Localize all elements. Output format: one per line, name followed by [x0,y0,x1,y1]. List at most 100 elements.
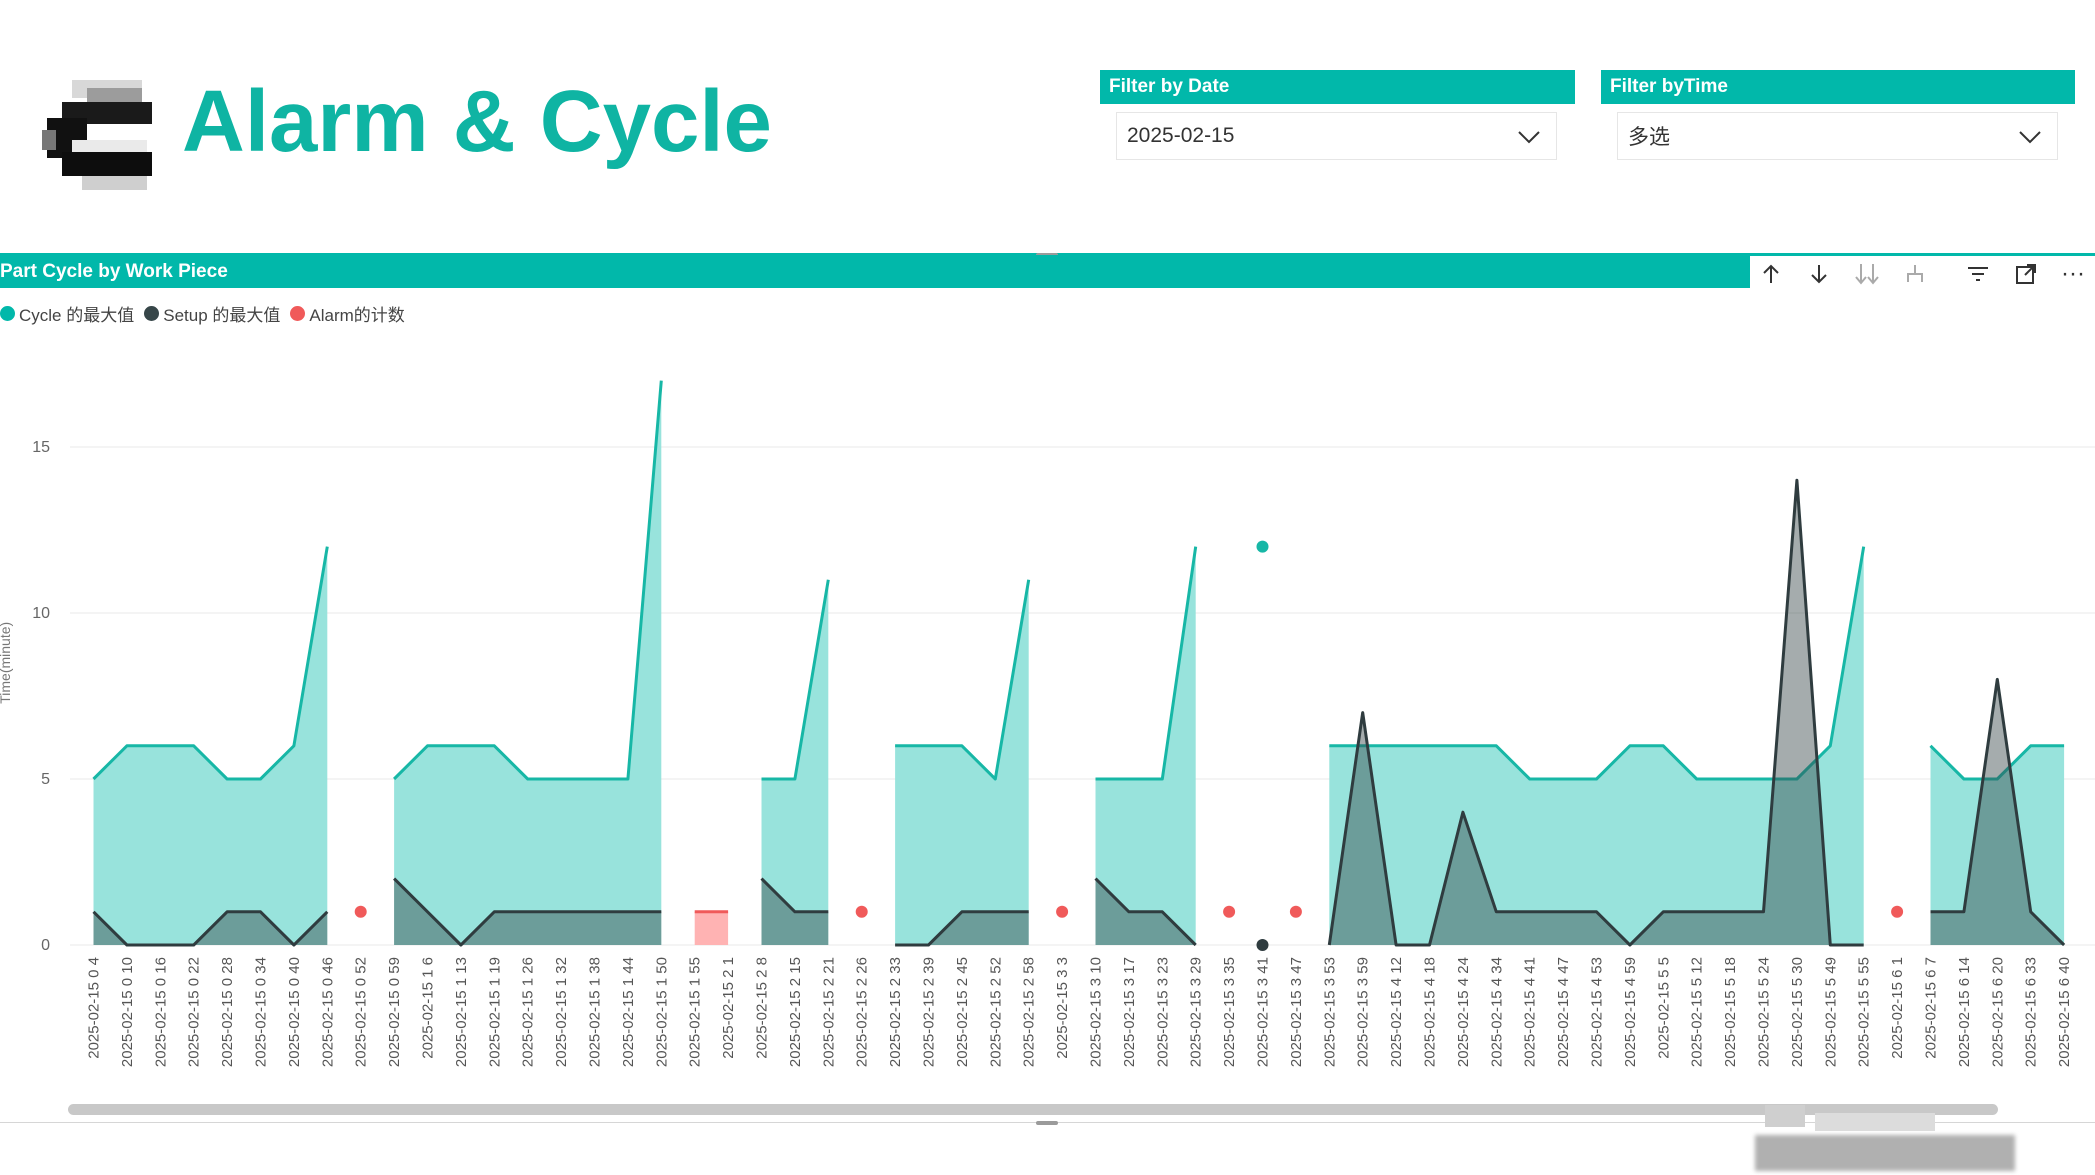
y-axis-title: Time(minute) [0,622,13,704]
blurred-watermark [1755,1105,2025,1173]
more-options-icon[interactable]: ··· [2054,258,2092,290]
alarm-point [1289,905,1302,918]
legend-dot-icon [290,306,306,321]
company-logo [42,80,152,195]
x-tick-label: 2025-02-15 2 33 [887,957,904,1067]
x-tick-label: 2025-02-15 4 12 [1388,957,1405,1067]
x-tick-label: 2025-02-15 2 1 [720,957,737,1059]
x-tick-label: 2025-02-15 6 33 [2023,957,2040,1067]
cycle-area [1095,546,1196,945]
series-alarm [354,905,1904,945]
alarm-point [354,905,367,918]
x-tick-label: 2025-02-15 3 23 [1154,957,1171,1067]
x-tick-label: 2025-02-15 1 32 [553,957,570,1067]
alarm-area [694,911,729,945]
y-tick-label: 5 [41,771,50,788]
x-tick-label: 2025-02-15 3 10 [1088,957,1105,1067]
drill-hierarchy-icon[interactable] [1895,258,1935,290]
chevron-down-icon [2019,131,2041,144]
x-tick-label: 2025-02-15 0 40 [286,957,303,1067]
x-tick-label: 2025-02-15 6 1 [1889,957,1906,1059]
x-tick-label: 2025-02-15 4 47 [1555,957,1572,1067]
x-tick-label: 2025-02-15 1 26 [520,957,537,1067]
x-tick-label: 2025-02-15 5 30 [1789,957,1806,1067]
legend-dot-icon [0,306,15,321]
setup-line [895,910,1029,947]
setup-line [92,910,329,947]
x-tick-label: 2025-02-15 5 18 [1722,957,1739,1067]
x-tick-label: 2025-02-15 5 5 [1655,957,1672,1059]
focus-mode-icon[interactable] [2006,258,2046,290]
filter-date-value: 2025-02-15 [1127,124,1235,147]
x-tick-label: 2025-02-15 1 44 [620,957,637,1067]
x-tick-label: 2025-02-15 3 3 [1054,957,1071,1059]
x-tick-label: 2025-02-15 1 38 [587,957,604,1067]
setup-area [1930,679,2065,945]
y-axis-ticks: 0 5 10 15 [32,439,50,954]
cycle-line [92,546,329,781]
expand-all-down-icon[interactable] [1847,258,1887,290]
resize-handle-bottom[interactable] [1036,1121,1058,1125]
setup-line [1094,877,1197,947]
series-setup [92,478,2066,951]
legend-item-cycle[interactable]: Cycle 的最大值 [0,301,134,326]
cycle-line [1929,744,2065,781]
page-title: Alarm & Cycle [182,73,772,170]
cycle-line [761,579,830,781]
cycle-area [761,579,829,945]
x-tick-label: 2025-02-15 4 41 [1522,957,1539,1067]
x-tick-label: 2025-02-15 2 15 [787,957,804,1067]
legend-label: Alarm的计数 [309,306,405,325]
cycle-area [394,380,662,946]
x-tick-label: 2025-02-15 0 46 [319,957,336,1067]
x-tick-label: 2025-02-15 4 53 [1589,957,1606,1067]
x-tick-label: 2025-02-15 0 52 [353,957,370,1067]
chart-legend: Cycle 的最大值 Setup 的最大值 Alarm的计数 [0,301,405,326]
y-tick-label: 0 [41,937,50,954]
x-tick-label: 2025-02-15 4 24 [1455,957,1472,1067]
filter-time-value: 多选 [1628,126,1670,149]
filter-date-dropdown[interactable]: 2025-02-15 [1116,112,1557,160]
x-tick-label: 2025-02-15 2 58 [1021,957,1038,1067]
y-tick-label: 10 [32,605,50,622]
x-tick-label: 2025-02-15 0 10 [119,957,136,1067]
chevron-down-icon [1518,131,1540,144]
x-tick-label: 2025-02-15 3 41 [1255,957,1272,1067]
legend-label: Cycle 的最大值 [19,306,135,325]
x-tick-label: 2025-02-15 1 50 [653,957,670,1067]
x-tick-label: 2025-02-15 3 53 [1321,957,1338,1067]
x-tick-label: 2025-02-15 0 16 [152,957,169,1067]
cycle-line [393,380,663,781]
legend-item-setup[interactable]: Setup 的最大值 [144,301,280,326]
cycle-area [1329,546,1864,945]
x-tick-label: 2025-02-15 2 26 [854,957,871,1067]
arrow-up-icon[interactable] [1751,258,1791,290]
legend-dot-icon [144,306,160,321]
x-tick-label: 2025-02-15 6 40 [2056,957,2073,1067]
x-axis-ticks: 2025-02-15 0 4 2025-02-15 0 10 2025-02-15 … [86,957,2074,1067]
setup-line [760,877,829,914]
x-tick-label: 2025-02-15 0 59 [386,957,403,1067]
cycle-line [1095,546,1198,781]
x-tick-label: 2025-02-15 3 29 [1188,957,1205,1067]
alarm-point [1223,905,1236,918]
x-tick-label: 2025-02-15 1 6 [420,957,437,1059]
x-tick-label: 2025-02-15 6 20 [1989,957,2006,1067]
x-tick-label: 2025-02-15 0 34 [253,957,270,1067]
x-tick-label: 2025-02-15 1 55 [687,957,704,1067]
setup-area [1329,480,1864,945]
filter-time-dropdown[interactable]: 多选 [1617,112,2058,160]
legend-item-alarm[interactable]: Alarm的计数 [290,301,405,326]
horizontal-scrollbar[interactable] [68,1104,1998,1115]
x-tick-label: 2025-02-15 4 59 [1622,957,1639,1067]
x-tick-label: 2025-02-15 5 12 [1689,957,1706,1067]
arrow-down-icon[interactable] [1799,258,1839,290]
cycle-line [895,579,1031,781]
filter-icon[interactable] [1958,258,1998,290]
x-tick-label: 2025-02-15 2 8 [754,957,771,1059]
alarm-point [1056,905,1069,918]
legend-label: Setup 的最大值 [163,306,281,325]
x-tick-label: 2025-02-15 2 52 [987,957,1004,1067]
x-tick-label: 2025-02-15 2 39 [921,957,938,1067]
x-tick-label: 2025-02-15 3 17 [1121,957,1138,1067]
